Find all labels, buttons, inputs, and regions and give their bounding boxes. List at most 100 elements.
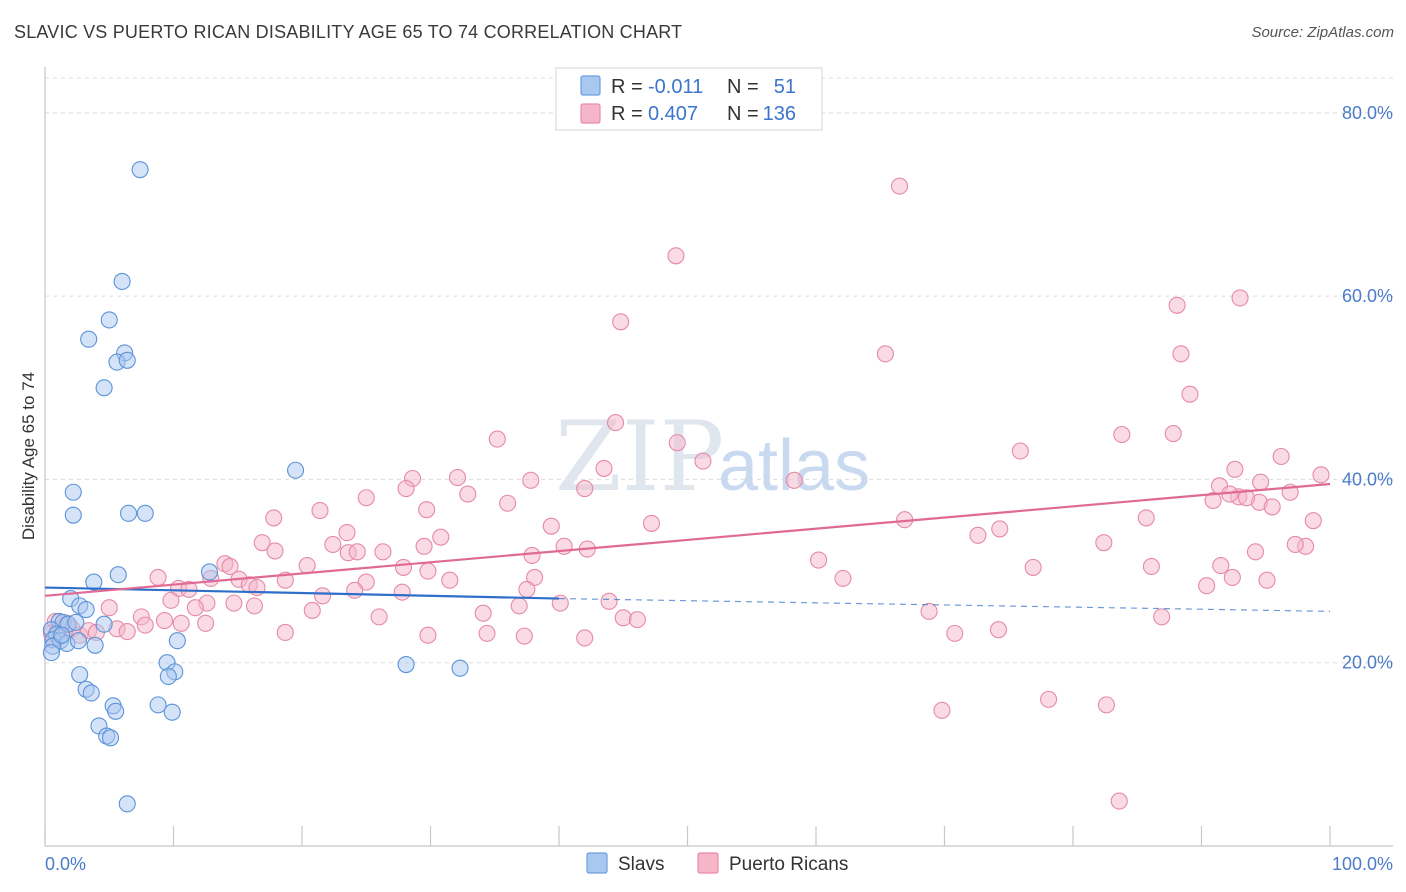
puerto-ricans-point	[253, 534, 271, 552]
puerto-ricans-point	[172, 614, 190, 632]
puerto-ricans-point	[478, 624, 496, 642]
puerto-ricans-point	[357, 573, 375, 591]
slavs-point	[95, 615, 113, 633]
puerto-ricans-point	[225, 594, 243, 612]
puerto-ricans-point	[432, 528, 450, 546]
slavs-point	[85, 573, 103, 591]
slavs-point	[69, 632, 87, 650]
x-tick-label-max: 100.0%	[1332, 854, 1393, 874]
y-axis-title: Disability Age 65 to 74	[19, 372, 38, 540]
slavs-point	[71, 666, 89, 684]
puerto-ricans-point	[1226, 460, 1244, 478]
slavs-point	[200, 563, 219, 581]
puerto-ricans-point	[346, 581, 364, 599]
puerto-ricans-point	[136, 616, 154, 634]
slavs-point	[42, 644, 60, 662]
puerto-ricans-point	[510, 597, 528, 615]
slavs-point	[119, 504, 138, 522]
puerto-ricans-point	[298, 557, 316, 575]
slavs-point	[149, 696, 167, 714]
chart-title: SLAVIC VS PUERTO RICAN DISABILITY AGE 65…	[14, 22, 683, 42]
puerto-ricans-point	[576, 629, 594, 647]
puerto-ricans-point	[314, 587, 332, 605]
slavs-point	[80, 330, 98, 348]
series-legend: Slavs Puerto Ricans	[586, 852, 848, 875]
puerto-ricans-point	[324, 535, 342, 554]
grid-lines	[45, 77, 1393, 664]
legend-n-value-slavs: 51	[774, 76, 796, 98]
puerto-ricans-point	[1110, 792, 1128, 810]
slavs-point	[118, 795, 136, 813]
slavs-point	[95, 379, 113, 397]
puerto-ricans-point	[1153, 608, 1171, 626]
puerto-ricans-point	[155, 611, 174, 630]
series-legend-label-slavs: Slavs	[618, 854, 664, 875]
puerto-ricans-point	[600, 592, 618, 610]
slavs-point	[101, 729, 120, 747]
slavs-trend-extension	[558, 597, 1331, 612]
puerto-ricans-point	[1181, 385, 1199, 403]
slavs-point	[67, 613, 85, 631]
x-ticks	[44, 826, 1331, 846]
puerto-ricans-point	[186, 599, 204, 617]
puerto-ricans-point	[606, 414, 625, 432]
puerto-ricans-point	[374, 543, 392, 561]
puerto-ricans-point	[515, 627, 533, 645]
legend-swatch-slavs	[580, 75, 601, 96]
puerto-ricans-point	[989, 621, 1008, 639]
puerto-ricans-point	[197, 614, 215, 632]
puerto-ricans-point	[419, 626, 437, 644]
puerto-ricans-point	[1263, 498, 1281, 516]
puerto-ricans-point	[518, 580, 536, 598]
slavs-point	[86, 636, 104, 654]
y-tick-label: 40.0%	[1342, 469, 1393, 489]
slavs-point	[451, 659, 469, 677]
puerto-ricans-point	[393, 583, 411, 601]
puerto-ricans-point	[1097, 696, 1115, 714]
slavs-point	[82, 684, 100, 702]
puerto-ricans-point	[338, 524, 356, 542]
legend-n-value-puerto-ricans: 136	[763, 103, 796, 125]
puerto-ricans-point	[1231, 289, 1249, 307]
series-legend-swatch-slavs	[586, 852, 608, 874]
legend-r-value-slavs: -0.011	[648, 76, 703, 98]
puerto-ricans-point	[642, 514, 661, 532]
puerto-ricans-point	[149, 568, 167, 587]
puerto-ricans-point	[488, 430, 506, 448]
puerto-ricans-point	[612, 313, 630, 331]
puerto-ricans-point	[522, 471, 540, 489]
slavs-point	[64, 506, 82, 524]
puerto-ricans-point	[876, 345, 894, 363]
puerto-ricans-point	[1113, 425, 1131, 444]
trend-lines	[44, 482, 1331, 612]
puerto-ricans-point	[1312, 466, 1330, 484]
axes	[44, 67, 1393, 847]
puerto-ricans-point	[1011, 442, 1029, 460]
series-legend-label-puerto-ricans: Puerto Ricans	[729, 854, 848, 875]
puerto-ricans-point	[668, 434, 686, 452]
puerto-ricans-point	[526, 568, 544, 587]
puerto-ricans-point	[1204, 491, 1222, 510]
puerto-ricans-point	[1252, 473, 1270, 491]
puerto-ricans-point	[1223, 568, 1241, 587]
puerto-ricans-point	[628, 611, 646, 629]
puerto-ricans-points	[42, 177, 1330, 810]
legend-n-label-puerto-ricans: N =	[727, 103, 759, 125]
slavs-point	[287, 461, 305, 479]
puerto-ricans-point	[1040, 690, 1058, 708]
legend-swatch-puerto-ricans	[580, 103, 601, 124]
slavs-point	[113, 272, 131, 291]
puerto-ricans-point	[370, 608, 388, 626]
slavs-point	[131, 161, 149, 179]
puerto-ricans-point	[1246, 543, 1265, 561]
puerto-ricans-point	[920, 602, 938, 620]
puerto-ricans-point	[418, 501, 436, 519]
puerto-ricans-point	[1172, 345, 1190, 363]
puerto-ricans-point	[448, 469, 467, 487]
puerto-ricans-point	[415, 537, 433, 555]
puerto-ricans-point	[667, 247, 685, 265]
y-tick-label: 60.0%	[1342, 286, 1393, 306]
puerto-ricans-point	[1137, 509, 1155, 527]
puerto-ricans-point	[810, 551, 828, 569]
